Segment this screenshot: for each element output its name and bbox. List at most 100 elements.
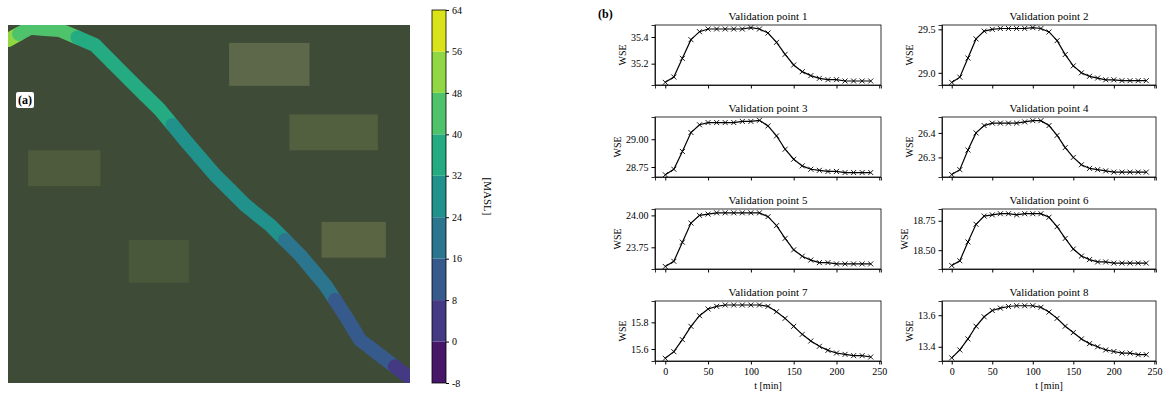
series-marker	[1119, 78, 1124, 83]
series-marker	[1111, 170, 1116, 175]
subplot: 29.029.5Validation point 2WSE	[904, 10, 1157, 89]
series-marker	[1136, 78, 1141, 83]
x-tick	[1073, 85, 1074, 89]
y-tick-label: 29.00	[626, 134, 649, 145]
series-marker	[998, 211, 1003, 216]
colorbar-tick: 40	[446, 129, 462, 140]
series-marker	[1038, 211, 1043, 216]
series-marker	[723, 303, 728, 308]
series-marker	[663, 356, 668, 361]
series-marker	[800, 254, 805, 259]
y-tick-mark	[652, 37, 656, 38]
x-tick-mark	[992, 85, 993, 89]
x-tick-label: 0	[950, 366, 955, 377]
series-line	[952, 121, 1147, 175]
series-marker	[731, 120, 736, 125]
series-marker	[663, 264, 668, 269]
x-tick	[879, 269, 880, 273]
series-marker	[697, 213, 702, 218]
series-marker	[748, 210, 753, 215]
x-tick	[794, 85, 795, 89]
y-tick: 35.2	[631, 58, 655, 69]
series-marker	[1055, 133, 1060, 138]
series-marker	[843, 170, 848, 175]
x-tick-mark	[1154, 361, 1155, 365]
river-segment	[395, 367, 410, 378]
x-tick: 100	[1026, 361, 1041, 377]
series-marker	[706, 27, 711, 32]
series-marker	[1014, 121, 1019, 126]
series-marker	[1119, 261, 1124, 266]
series-marker	[1014, 212, 1019, 217]
y-tick-mark	[939, 347, 943, 348]
y-tick: 29.0	[918, 68, 942, 79]
series-marker	[774, 309, 779, 314]
series-marker	[817, 76, 822, 81]
series-marker	[1071, 330, 1076, 335]
series-marker	[1079, 70, 1084, 75]
series-marker	[1063, 324, 1068, 329]
series-marker	[1128, 78, 1133, 83]
x-tick	[992, 177, 993, 181]
subplot-title: Validation point 1	[729, 10, 808, 22]
y-tick-mark	[939, 157, 943, 158]
series-marker	[817, 168, 822, 173]
series-marker	[825, 77, 830, 82]
series-marker	[791, 63, 796, 68]
map-background	[8, 25, 410, 383]
colorbar-tick-mark	[446, 134, 449, 135]
y-tick-label: 28.75	[626, 162, 649, 173]
series-marker	[1047, 29, 1052, 34]
y-axis-title: WSE	[612, 136, 623, 157]
series-marker	[1014, 303, 1019, 308]
series-marker	[860, 353, 865, 358]
series-marker	[817, 344, 822, 349]
series-marker	[783, 316, 788, 321]
colorbar-tick-label: 32	[452, 170, 462, 181]
y-axis-line	[939, 210, 943, 270]
series-marker	[723, 27, 728, 32]
x-tick	[1033, 177, 1034, 181]
x-tick	[952, 177, 953, 181]
plot-frame	[942, 301, 1156, 361]
y-axis-line	[939, 302, 943, 362]
x-tick-mark	[952, 177, 953, 181]
series-marker	[1030, 211, 1035, 216]
series-marker	[1136, 170, 1141, 175]
series-marker	[1063, 236, 1068, 241]
series-marker	[1144, 170, 1149, 175]
colorbar-tick-mark	[446, 93, 449, 94]
x-tick-mark	[708, 361, 709, 365]
x-tick	[794, 177, 795, 181]
series-marker	[688, 221, 693, 226]
colorbar-band	[432, 259, 446, 300]
colorbar-tick-mark	[446, 217, 449, 218]
series-line	[952, 306, 1147, 358]
series-marker	[680, 240, 685, 245]
x-tick-label: 100	[744, 366, 759, 377]
y-tick: 35.4	[631, 32, 655, 43]
series-marker	[671, 259, 676, 264]
series-marker	[740, 27, 745, 32]
y-tick-label: 35.4	[631, 32, 649, 43]
panel-label-bg	[16, 92, 34, 108]
series-marker	[706, 212, 711, 217]
series-marker	[731, 27, 736, 32]
series-line	[665, 28, 870, 83]
x-tick-mark	[665, 269, 666, 273]
x-tick	[1154, 85, 1155, 89]
series-marker	[965, 239, 970, 244]
x-axis-title: t [min]	[754, 380, 782, 391]
series-marker	[1079, 162, 1084, 167]
series-marker	[868, 170, 873, 175]
colorbar-tick: 16	[446, 253, 462, 264]
series-marker	[1030, 25, 1035, 30]
series-marker	[757, 303, 762, 308]
plot-frame	[942, 209, 1156, 269]
colorbar-label: [MASL]	[482, 178, 494, 216]
series-marker	[1006, 304, 1011, 309]
series-marker	[1071, 247, 1076, 252]
colorbar-tick-mark	[446, 51, 449, 52]
map-field	[129, 240, 189, 283]
series-marker	[1055, 316, 1060, 321]
